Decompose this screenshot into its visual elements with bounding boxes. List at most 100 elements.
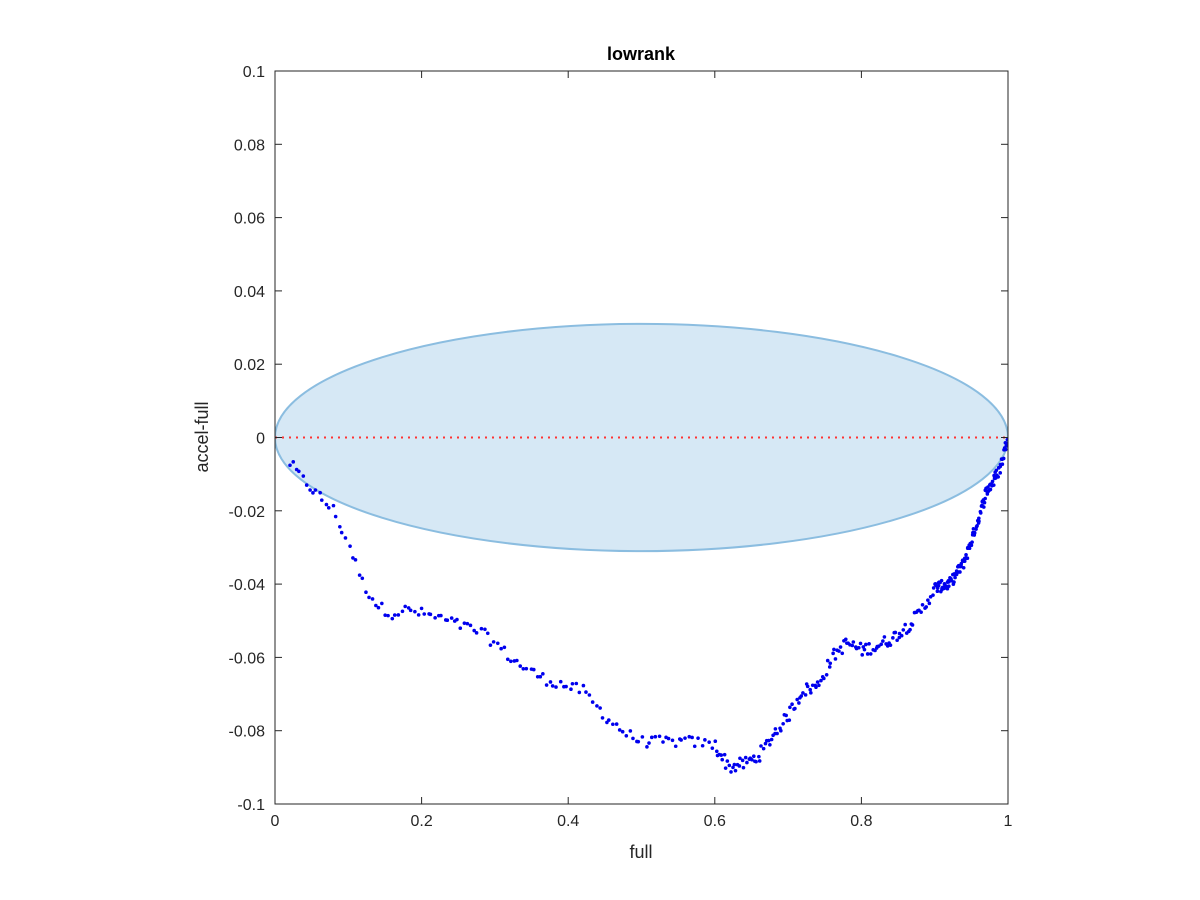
y-tick-label: 0: [256, 431, 265, 448]
data-point: [649, 735, 654, 740]
data-point: [965, 556, 970, 561]
data-point: [768, 742, 772, 747]
confidence-ellipse: [275, 322, 1008, 553]
data-point: [827, 665, 832, 669]
data-point: [584, 690, 588, 694]
data-point: [983, 496, 987, 501]
data-point: [897, 631, 902, 636]
data-point: [687, 734, 692, 739]
data-point: [899, 633, 904, 638]
data-point: [769, 737, 774, 742]
data-point: [961, 565, 966, 570]
data-point: [544, 683, 549, 687]
data-point: [495, 641, 500, 646]
data-point: [488, 643, 493, 647]
data-point: [333, 514, 338, 519]
data-point: [524, 666, 529, 671]
data-point: [920, 602, 925, 607]
data-point: [319, 498, 324, 502]
data-point: [383, 613, 387, 617]
data-point: [969, 543, 974, 548]
data-point: [468, 623, 473, 628]
data-point: [577, 690, 582, 695]
data-point: [690, 735, 694, 740]
data-point: [757, 759, 762, 763]
data-point: [661, 740, 665, 744]
data-point: [867, 641, 871, 646]
data-point: [715, 749, 719, 754]
data-point: [700, 743, 705, 748]
data-point: [745, 760, 749, 765]
data-point: [343, 536, 348, 540]
data-point: [670, 738, 675, 743]
data-point: [647, 741, 651, 745]
data-point: [392, 613, 397, 617]
data-point: [479, 626, 484, 631]
data-point: [751, 754, 756, 759]
data-point: [370, 597, 375, 601]
data-point: [617, 728, 622, 732]
data-point: [598, 706, 602, 710]
data-point: [505, 657, 510, 662]
data-point: [908, 627, 912, 632]
data-point: [491, 640, 496, 644]
data-point: [1005, 437, 1008, 442]
data-point: [828, 661, 833, 666]
data-point: [781, 721, 785, 726]
data-point: [893, 630, 898, 635]
data-point: [790, 702, 794, 707]
data-point: [982, 500, 987, 505]
data-point: [856, 645, 861, 650]
data-point: [703, 738, 707, 742]
y-tick-label: 0.04: [234, 284, 265, 301]
data-point: [541, 672, 545, 676]
y-tick-label: -0.08: [229, 724, 266, 741]
data-point: [895, 638, 899, 643]
data-point: [499, 646, 503, 651]
data-point: [994, 468, 999, 473]
data-point: [428, 612, 433, 617]
data-point: [803, 693, 808, 697]
data-point: [795, 697, 799, 702]
data-point: [991, 483, 996, 487]
data-point: [318, 490, 322, 495]
data-point: [531, 667, 536, 672]
data-point: [879, 642, 884, 647]
x-tick-label: 0.6: [704, 813, 726, 830]
data-point: [788, 705, 792, 710]
data-point: [750, 757, 754, 762]
data-point: [860, 653, 865, 657]
data-point: [1001, 456, 1006, 461]
data-point: [445, 618, 450, 623]
data-point: [386, 613, 390, 618]
data-point: [304, 483, 309, 487]
data-point: [707, 740, 711, 744]
data-point: [733, 768, 738, 773]
data-point: [422, 612, 427, 616]
data-point: [759, 744, 763, 748]
data-point: [814, 685, 818, 690]
data-point: [822, 676, 826, 681]
data-point: [901, 628, 906, 632]
data-point: [888, 643, 893, 647]
data-point: [840, 651, 845, 656]
data-point: [474, 631, 479, 635]
data-point: [357, 573, 362, 577]
data-point: [416, 613, 421, 617]
data-point: [331, 503, 336, 508]
data-point: [775, 731, 779, 736]
data-point: [924, 605, 928, 609]
data-point: [600, 716, 605, 720]
data-point: [326, 506, 331, 510]
y-tick-label: 0.08: [234, 137, 265, 154]
data-point: [692, 744, 697, 749]
data-point: [799, 694, 804, 698]
data-point: [939, 578, 944, 583]
data-point: [653, 734, 658, 739]
data-point: [962, 559, 967, 564]
data-point: [838, 645, 843, 649]
data-point: [935, 589, 940, 594]
data-point: [797, 701, 801, 705]
data-point: [338, 524, 342, 529]
